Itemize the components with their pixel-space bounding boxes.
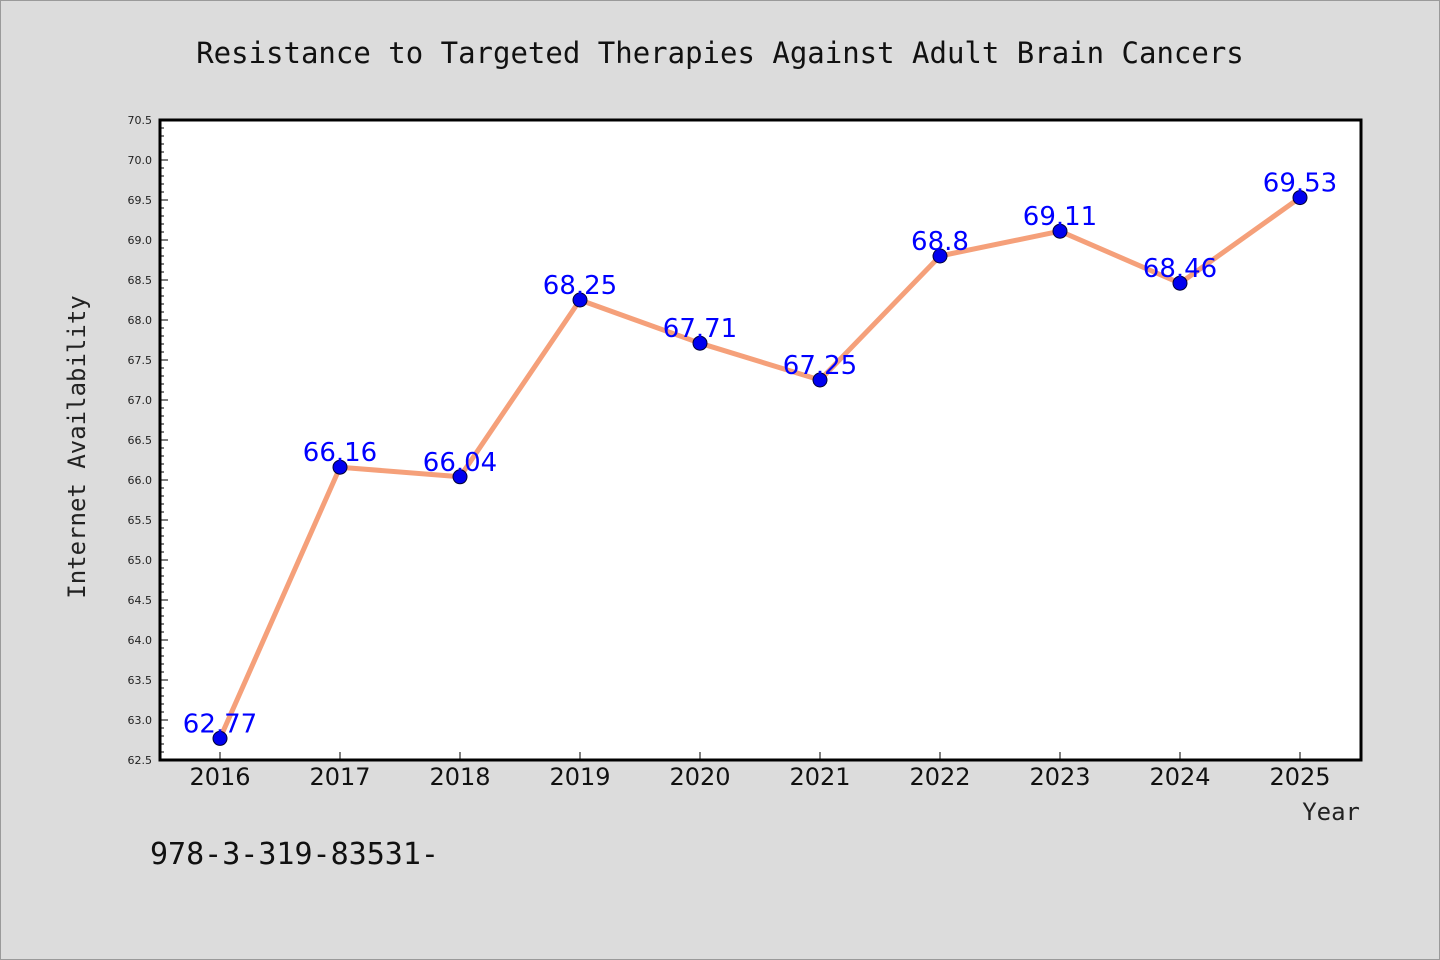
y-tick-label: 65.5 (128, 514, 153, 527)
x-tick-label: 2016 (189, 763, 250, 791)
series-line (217, 195, 1302, 740)
y-tick-label: 64.5 (128, 594, 153, 607)
chart-title: Resistance to Targeted Therapies Against… (196, 36, 1244, 70)
data-point (332, 459, 348, 475)
x-tick-label: 2017 (309, 763, 370, 791)
series-markers (212, 190, 1308, 746)
y-tick-label: 68.5 (128, 274, 153, 287)
data-point (932, 248, 948, 264)
y-tick-label: 66.0 (128, 474, 153, 487)
data-label: 62.77 (183, 709, 257, 739)
footer-isbn-text: 978-3-319-83531- (150, 837, 439, 872)
data-labels: 62.77 66.16 66.04 68.25 67.71 67.25 68.8 69.11 6… (183, 169, 1337, 740)
y-axis: 62.5 63.0 63.5 64.0 64.5 65.0 65.5 66.0 66.5 67.0… (128, 114, 168, 767)
data-label: 69.11 (1023, 202, 1097, 232)
x-tick-label: 2020 (669, 763, 730, 791)
x-tick-label: 2018 (429, 763, 490, 791)
data-point (452, 469, 468, 485)
y-tick-label: 63.5 (128, 674, 153, 687)
y-tick-label: 67.0 (128, 394, 153, 407)
data-point (1172, 275, 1188, 291)
x-tick-label: 2024 (1149, 763, 1210, 791)
y-tick-label: 64.0 (128, 634, 153, 647)
data-point (572, 292, 588, 308)
y-tick-label: 66.5 (128, 434, 153, 447)
y-tick-label: 67.5 (128, 354, 153, 367)
x-tick-label: 2025 (1269, 763, 1330, 791)
data-label: 69.53 (1263, 169, 1337, 199)
y-tick-label: 69.0 (128, 234, 153, 247)
data-label: 68.8 (911, 227, 969, 257)
data-label: 66.16 (303, 438, 377, 468)
y-tick-label: 70.0 (128, 154, 153, 167)
data-label: 68.25 (543, 271, 617, 301)
x-tick-label: 2023 (1029, 763, 1090, 791)
x-axis: 2016 2017 2018 2019 2020 2021 2022 2023 2024 2025 (189, 752, 1331, 791)
y-tick-label: 70.5 (128, 114, 153, 127)
x-tick-label: 2021 (789, 763, 850, 791)
x-tick-label: 2022 (909, 763, 970, 791)
data-label: 68.46 (1143, 254, 1217, 284)
y-tick-label: 63.0 (128, 714, 153, 727)
y-tick-label: 65.0 (128, 554, 153, 567)
data-label: 66.04 (423, 448, 497, 478)
y-tick-label: 69.5 (128, 194, 153, 207)
data-point (1292, 190, 1308, 206)
data-point (692, 335, 708, 351)
data-label: 67.25 (783, 351, 857, 381)
y-axis-title: Internet Availability (63, 295, 91, 598)
y-tick-label: 62.5 (128, 754, 153, 767)
x-tick-label: 2019 (549, 763, 610, 791)
y-tick-label: 68.0 (128, 314, 153, 327)
plot-area (158, 118, 1363, 762)
data-label: 67.71 (663, 314, 737, 344)
data-point (212, 730, 228, 746)
data-point (812, 372, 828, 388)
data-point (1052, 223, 1068, 239)
x-axis-title: Year (1302, 798, 1360, 826)
